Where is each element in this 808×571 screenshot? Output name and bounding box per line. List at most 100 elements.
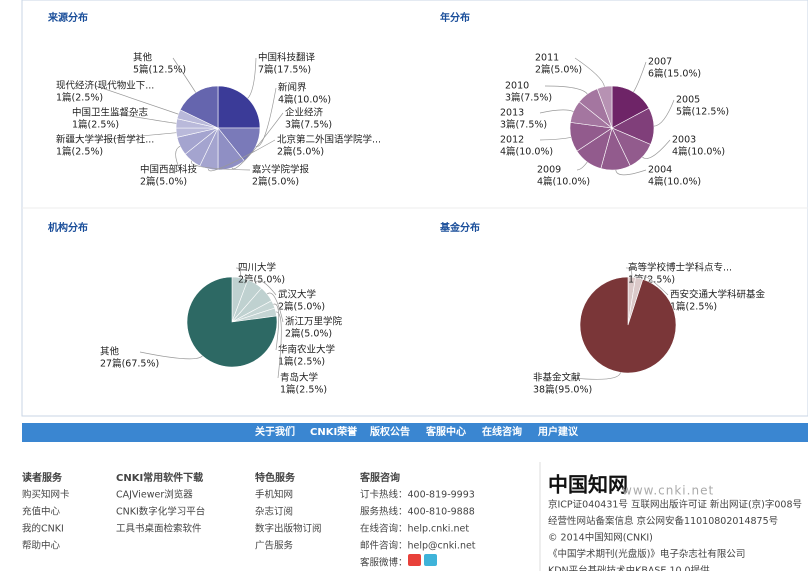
footer-link[interactable]: 手机知网 [255,489,293,501]
footer-link[interactable]: 帮助中心 [22,540,61,552]
slice-value-label: 1篇(2.5%) [72,119,119,131]
leader-line [625,267,633,278]
slice-value-label: 2篇(5.0%) [252,176,299,188]
footer-info: 经营性网站备案信息 京公网安备11010802014875号 [548,515,778,527]
slice-label: 2005 [676,95,700,106]
leader-line [172,57,196,93]
chart-title: 基金分布 [439,221,480,234]
leader-line [576,161,588,171]
slice-label: 企业经济 [285,107,324,119]
footer-link[interactable]: CNKI数字化学习平台 [116,506,205,518]
slice-label: 浙江万里学院 [285,316,343,328]
slice-value-label: 3篇(7.5%) [285,119,332,131]
slice-value-label: 2篇(5.0%) [238,274,285,286]
nav-link[interactable]: 在线咨询 [482,425,522,438]
slice-label: 2010 [505,81,529,92]
pie-slice [579,276,677,374]
slice-label: 2011 [535,53,559,64]
leader-line [539,137,572,141]
slice-label: 中国西部科技 [140,164,198,176]
leader-line [539,109,574,114]
leader-line [638,275,669,296]
slice-label: 2012 [500,135,524,146]
leader-line [247,57,257,99]
slice-value-label: 1篇(2.5%) [280,384,327,396]
slice-label: 高等学校博士学科点专... [628,262,732,274]
leader-line [572,372,621,380]
slice-value-label: 3篇(7.5%) [505,92,552,104]
footer-link[interactable]: 广告服务 [255,540,294,552]
nav-link[interactable]: 用户建议 [537,425,579,438]
slice-value-label: 1篇(2.5%) [56,146,103,158]
slice-label: 新疆大学学报(哲学社... [56,134,154,146]
footer-link[interactable]: 工具书桌面检索软件 [116,523,202,535]
nav-link[interactable]: CNKI荣誉 [310,425,358,438]
slice-label: 非基金文献 [533,372,581,384]
slice-label: 四川大学 [238,262,276,274]
leader-line [275,311,282,379]
slice-value-label: 3篇(7.5%) [500,119,547,131]
slice-value-label: 1篇(2.5%) [278,356,325,368]
footer-info: 京ICP证040431号 互联网出版许可证 新出网证(京)字008号 [548,499,802,511]
footer-link[interactable]: 我的CNKI [22,523,64,535]
leader-line [633,61,647,93]
footer-link[interactable]: 订卡热线：400-819-9993 [360,489,475,501]
leader-line [255,87,277,147]
leader-line [653,99,675,127]
slice-label: 2003 [672,135,696,146]
nav-link[interactable]: 版权公告 [370,425,410,438]
footer-link[interactable]: 充值中心 [22,506,61,518]
slice-label: 2013 [500,108,524,119]
nav-bar [22,423,808,442]
slice-label: 2009 [537,165,561,176]
footer-link[interactable]: CAJViewer浏览器 [116,489,193,501]
leader-line [254,280,277,296]
slice-value-label: 4篇(10.0%) [537,176,590,188]
nav-link[interactable]: 客服中心 [425,425,466,438]
leader-line [235,267,241,278]
leader-line [208,139,276,172]
slice-value-label: 2篇(5.0%) [140,176,187,188]
chart-title: 机构分布 [48,221,88,234]
slice-label: 其他 [100,346,120,358]
slice-label: 其他 [133,52,153,64]
footer-link[interactable]: 在线咨询：help.cnki.net [360,523,469,535]
footer-info: © 2014中国知网(CNKI) [548,532,653,544]
chart-title: 年分布 [440,11,470,24]
slice-label: 中国卫生监督杂志 [72,107,148,119]
footer-link[interactable]: 购买知网卡 [22,489,70,501]
footer-link[interactable]: 杂志订阅 [255,506,293,518]
footer-heading: 客服咨询 [359,471,400,484]
footer-heading: CNKI常用软件下载 [116,471,203,484]
pie-slice [179,85,219,129]
slice-value-label: 1篇(2.5%) [56,92,103,104]
leader-line [574,57,605,87]
logo-site: www.cnki.net [622,484,714,498]
footer-link[interactable]: 数字出版物订阅 [255,523,322,535]
qq-icon[interactable] [424,554,437,566]
leader-line [231,112,284,170]
footer-link[interactable]: 服务热线：400-810-9888 [360,506,475,518]
footer-link[interactable]: 客服微博： [360,557,408,569]
weibo-icon[interactable] [408,554,421,566]
slice-value-label: 4篇(10.0%) [648,176,701,188]
slice-value-label: 4篇(10.0%) [278,94,331,106]
nav-link[interactable]: 关于我们 [255,425,295,438]
pie-slice [217,85,261,129]
slice-label: 新闻界 [278,82,307,94]
footer-heading: 读者服务 [22,471,63,484]
slice-value-label: 6篇(15.0%) [648,68,701,80]
leader-line [642,139,671,159]
slice-label: 华南农业大学 [278,344,335,356]
leader-line [544,85,588,95]
slice-label: 2004 [648,165,672,176]
slice-label: 现代经济(现代物业下... [56,80,154,92]
chart-title: 来源分布 [47,11,88,24]
leader-line [190,160,251,171]
pie-slice [186,276,278,368]
leader-line [111,112,177,124]
slice-value-label: 4篇(10.0%) [500,146,553,158]
footer-link[interactable]: 邮件咨询：help@cnki.net [360,540,476,552]
leader-line [95,85,179,115]
